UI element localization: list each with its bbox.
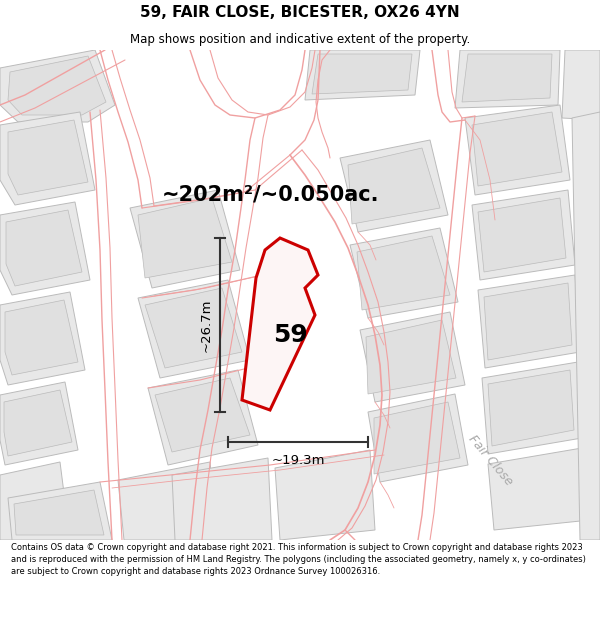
Polygon shape: [8, 120, 88, 195]
Polygon shape: [462, 54, 552, 102]
Text: ~202m²/~0.050ac.: ~202m²/~0.050ac.: [161, 185, 379, 205]
Polygon shape: [340, 140, 448, 232]
Polygon shape: [0, 112, 95, 205]
Polygon shape: [130, 190, 240, 288]
Polygon shape: [360, 312, 465, 402]
Polygon shape: [368, 394, 468, 482]
Polygon shape: [118, 462, 218, 540]
Polygon shape: [155, 378, 250, 452]
Polygon shape: [145, 288, 242, 368]
Polygon shape: [374, 402, 460, 474]
Polygon shape: [0, 292, 85, 385]
Polygon shape: [488, 448, 590, 530]
Polygon shape: [0, 50, 115, 122]
Polygon shape: [455, 50, 560, 108]
Polygon shape: [357, 236, 450, 310]
Text: ~26.7m: ~26.7m: [199, 298, 212, 352]
Polygon shape: [0, 462, 70, 540]
Polygon shape: [305, 50, 420, 100]
Polygon shape: [484, 283, 572, 360]
Text: Contains OS data © Crown copyright and database right 2021. This information is : Contains OS data © Crown copyright and d…: [11, 543, 586, 576]
Polygon shape: [312, 54, 412, 94]
Polygon shape: [0, 202, 90, 295]
Polygon shape: [350, 228, 458, 318]
Polygon shape: [8, 56, 106, 115]
Text: Fair Close: Fair Close: [465, 432, 515, 488]
Polygon shape: [275, 450, 375, 540]
Polygon shape: [562, 50, 600, 120]
Polygon shape: [148, 370, 258, 465]
Polygon shape: [0, 382, 78, 465]
Polygon shape: [472, 190, 575, 280]
Text: ~19.3m: ~19.3m: [271, 454, 325, 466]
Polygon shape: [138, 280, 250, 378]
Polygon shape: [4, 390, 72, 456]
Polygon shape: [482, 362, 582, 454]
Polygon shape: [572, 112, 600, 540]
Polygon shape: [465, 105, 570, 195]
Polygon shape: [138, 198, 232, 278]
Polygon shape: [242, 238, 318, 410]
Polygon shape: [6, 210, 82, 286]
Polygon shape: [14, 490, 104, 535]
Polygon shape: [366, 320, 456, 394]
Polygon shape: [478, 198, 566, 272]
Polygon shape: [472, 112, 562, 186]
Polygon shape: [478, 275, 580, 368]
Text: Map shows position and indicative extent of the property.: Map shows position and indicative extent…: [130, 32, 470, 46]
Polygon shape: [488, 370, 574, 446]
Polygon shape: [8, 482, 112, 540]
Text: 59: 59: [272, 323, 307, 347]
Polygon shape: [348, 148, 440, 224]
Polygon shape: [172, 458, 272, 540]
Text: 59, FAIR CLOSE, BICESTER, OX26 4YN: 59, FAIR CLOSE, BICESTER, OX26 4YN: [140, 5, 460, 20]
Polygon shape: [5, 300, 78, 375]
